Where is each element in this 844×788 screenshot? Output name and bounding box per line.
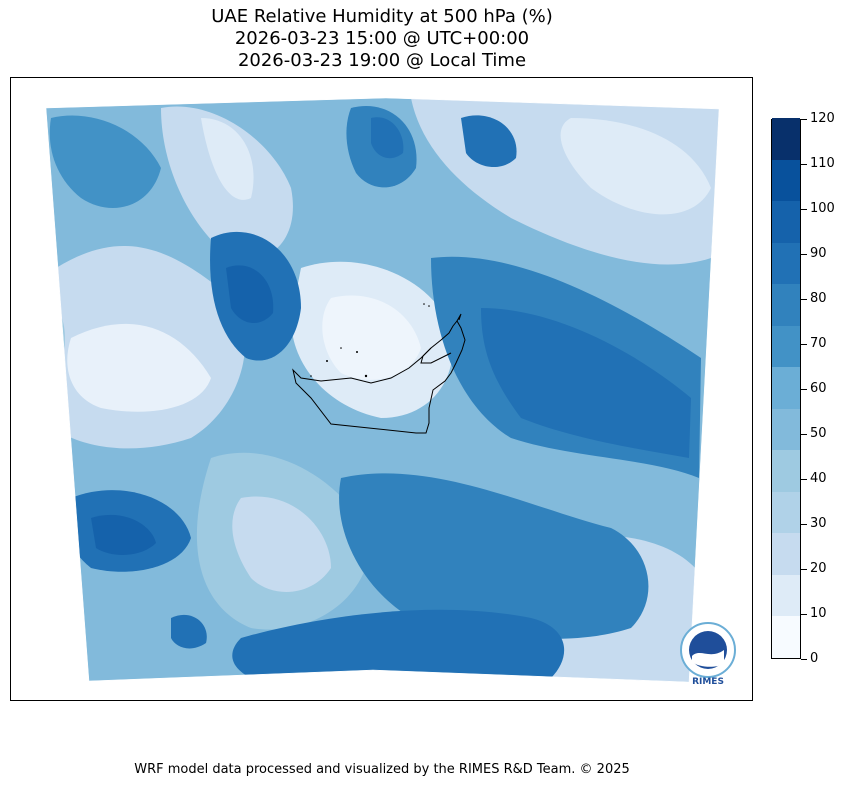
colorbar-segment: [772, 283, 800, 326]
colorbar-tick: [801, 614, 807, 615]
colorbar-tick-label: 40: [810, 471, 827, 486]
humidity-field: [46, 98, 719, 682]
colorbar-tick-label: 60: [810, 381, 827, 396]
colorbar-tick: [801, 164, 807, 165]
colorbar-tick: [801, 569, 807, 570]
colorbar-segment: [772, 491, 800, 534]
title-line-3: 2026-03-23 19:00 @ Local Time: [237, 50, 527, 71]
colorbar-tick-label: 100: [810, 201, 835, 216]
colorbar-tick: [801, 209, 807, 210]
colorbar-tick-label: 30: [810, 516, 827, 531]
colorbar-tick: [801, 119, 807, 120]
colorbar-tick-label: 10: [810, 606, 827, 621]
colorbar-segment: [772, 242, 800, 285]
logo-text: RIMES: [692, 677, 724, 687]
colorbar-segment: [772, 117, 800, 160]
colorbar-segment: [772, 325, 800, 368]
colorbar-segment: [772, 408, 800, 451]
colorbar-tick: [801, 434, 807, 435]
colorbar-tick-label: 20: [810, 561, 827, 576]
colorbar-tick-label: 120: [810, 111, 835, 126]
colorbar-segment: [772, 574, 800, 617]
map-frame: [10, 77, 753, 701]
colorbar: [771, 117, 801, 659]
islands: [310, 303, 430, 378]
colorbar-tick-label: 110: [810, 156, 835, 171]
colorbar-segment: [772, 200, 800, 243]
map-title: UAE Relative Humidity at 500 hPa (%) 202…: [0, 6, 764, 72]
title-line-2: 2026-03-23 15:00 @ UTC+00:00: [234, 28, 530, 49]
colorbar-segment: [772, 532, 800, 575]
colorbar-tick: [801, 524, 807, 525]
colorbar-tick: [801, 299, 807, 300]
colorbar-tick: [801, 344, 807, 345]
colorbar-tick: [801, 254, 807, 255]
colorbar-tick: [801, 659, 807, 660]
colorbar-segment: [772, 615, 800, 658]
colorbar-tick: [801, 479, 807, 480]
title-line-1: UAE Relative Humidity at 500 hPa (%): [211, 6, 553, 27]
colorbar-segment: [772, 366, 800, 409]
colorbar-segment: [772, 159, 800, 202]
colorbar-tick-label: 0: [810, 651, 819, 666]
rimes-logo: RIMES: [676, 620, 740, 690]
colorbar-segment: [772, 449, 800, 492]
credit-text: WRF model data processed and visualized …: [134, 762, 630, 777]
colorbar-tick-label: 80: [810, 291, 827, 306]
humidity-map: [45, 97, 720, 683]
country-border: [292, 313, 466, 434]
colorbar-tick-label: 90: [810, 246, 827, 261]
colorbar-tick-label: 70: [810, 336, 827, 351]
colorbar-tick-label: 50: [810, 426, 827, 441]
colorbar-tick: [801, 389, 807, 390]
